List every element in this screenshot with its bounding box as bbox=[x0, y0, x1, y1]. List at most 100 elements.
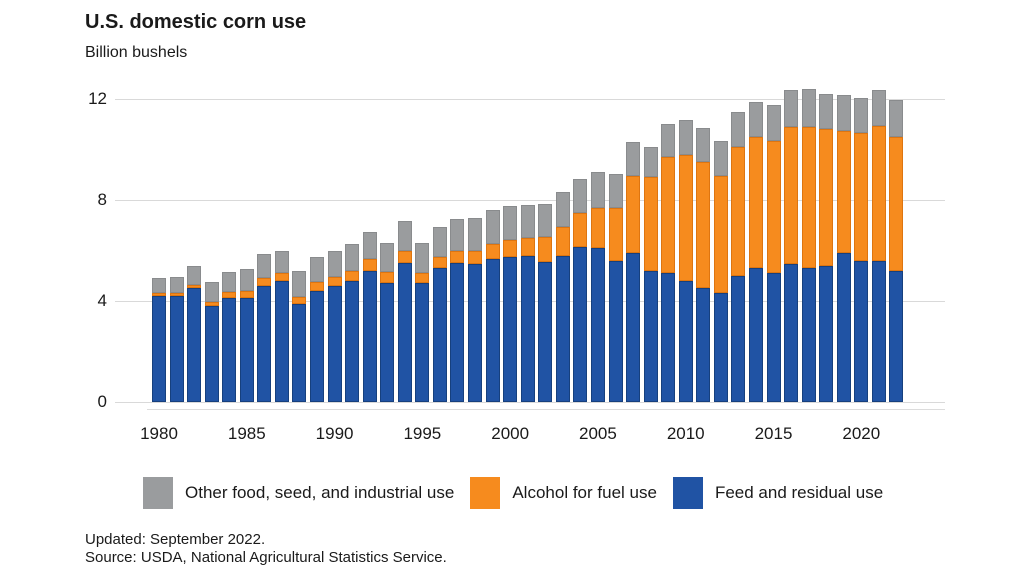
feed-use-swatch-icon bbox=[672, 477, 703, 509]
bar-2009 bbox=[661, 124, 676, 402]
bar-1990 bbox=[327, 250, 342, 402]
bar-1983-segment-2 bbox=[204, 282, 219, 303]
bar-1994 bbox=[397, 221, 412, 402]
bar-2012 bbox=[713, 140, 728, 402]
bar-2000-segment-1 bbox=[503, 240, 518, 257]
bar-2008-segment-0 bbox=[643, 270, 658, 402]
bar-2001-segment-0 bbox=[520, 255, 535, 402]
bar-1996 bbox=[432, 226, 447, 402]
bar-1996-segment-1 bbox=[432, 256, 447, 269]
bar-2021 bbox=[871, 90, 886, 402]
x-axis-label-1995: 1995 bbox=[403, 424, 442, 443]
bar-1992 bbox=[362, 231, 377, 402]
alcohol-use-swatch-icon bbox=[470, 477, 501, 509]
bar-2004-segment-0 bbox=[573, 246, 588, 402]
bar-2019-segment-0 bbox=[836, 253, 851, 402]
bar-2005-segment-0 bbox=[590, 247, 605, 402]
bar-2009-segment-0 bbox=[661, 273, 676, 402]
legend-item-feed: Feed and residual use bbox=[672, 477, 883, 509]
bar-1991 bbox=[345, 244, 360, 402]
bar-2017 bbox=[801, 88, 816, 402]
bar-1993-segment-2 bbox=[380, 242, 395, 272]
bar-1998-segment-2 bbox=[468, 217, 483, 251]
bar-2012-segment-2 bbox=[713, 140, 728, 177]
x-axis-label-2000: 2000 bbox=[491, 424, 530, 443]
bar-1999-segment-0 bbox=[485, 259, 500, 402]
bar-1981-segment-2 bbox=[169, 277, 184, 294]
plot-area bbox=[115, 88, 945, 403]
bar-2022-segment-0 bbox=[889, 270, 904, 402]
bar-2012-segment-1 bbox=[713, 176, 728, 294]
bar-1999-segment-1 bbox=[485, 244, 500, 260]
bar-1987-segment-0 bbox=[274, 280, 289, 402]
bar-2006-segment-0 bbox=[608, 260, 623, 402]
bar-2010-segment-0 bbox=[678, 280, 693, 402]
bar-2016-segment-2 bbox=[784, 90, 799, 127]
bar-2010 bbox=[678, 120, 693, 402]
bar-2014-segment-0 bbox=[748, 268, 763, 402]
bar-1992-segment-1 bbox=[362, 259, 377, 271]
bar-2016-segment-1 bbox=[784, 126, 799, 265]
bar-1991-segment-0 bbox=[345, 280, 360, 402]
bar-1984-segment-2 bbox=[222, 272, 237, 293]
bar-2014-segment-2 bbox=[748, 101, 763, 137]
bar-2016-segment-0 bbox=[784, 264, 799, 402]
bar-2002-segment-2 bbox=[538, 203, 553, 237]
bar-1994-segment-0 bbox=[397, 263, 412, 402]
bar-1989-segment-1 bbox=[310, 282, 325, 291]
bar-2008 bbox=[643, 146, 658, 402]
bar-2005 bbox=[590, 172, 605, 402]
bar-2019-segment-1 bbox=[836, 130, 851, 254]
bar-2015-segment-0 bbox=[766, 273, 781, 402]
bar-2001-segment-2 bbox=[520, 205, 535, 238]
bar-1995-segment-0 bbox=[415, 283, 430, 402]
bar-1988-segment-2 bbox=[292, 270, 307, 298]
bar-2011-segment-2 bbox=[696, 128, 711, 163]
bar-2003-segment-1 bbox=[555, 226, 570, 256]
bar-1994-segment-2 bbox=[397, 221, 412, 251]
bar-2006 bbox=[608, 173, 623, 402]
bar-2018-segment-1 bbox=[819, 129, 834, 266]
bar-2013-segment-1 bbox=[731, 146, 746, 276]
chart-subtitle: Billion bushels bbox=[85, 44, 188, 61]
bar-2008-segment-2 bbox=[643, 146, 658, 178]
bar-2022-segment-1 bbox=[889, 136, 904, 271]
bar-2010-segment-1 bbox=[678, 154, 693, 281]
bar-2018-segment-0 bbox=[819, 265, 834, 402]
bar-1982 bbox=[187, 265, 202, 402]
y-axis-label-4: 4 bbox=[97, 291, 107, 310]
bar-1985-segment-1 bbox=[239, 290, 254, 299]
bar-1998 bbox=[468, 217, 483, 402]
bar-1993-segment-0 bbox=[380, 283, 395, 402]
bar-1992-segment-2 bbox=[362, 231, 377, 260]
bar-2007-segment-2 bbox=[626, 141, 641, 177]
bar-2008-segment-1 bbox=[643, 177, 658, 271]
bar-1983-segment-1 bbox=[204, 302, 219, 307]
gridline-0 bbox=[115, 402, 945, 403]
bar-2010-segment-2 bbox=[678, 120, 693, 155]
bar-2019 bbox=[836, 95, 851, 402]
bar-2005-segment-2 bbox=[590, 172, 605, 208]
bar-1988-segment-0 bbox=[292, 303, 307, 402]
bar-2011-segment-1 bbox=[696, 162, 711, 289]
legend: Other food, seed, and industrial use Alc… bbox=[143, 477, 899, 509]
bar-1980 bbox=[152, 278, 166, 402]
x-axis-label-2015: 2015 bbox=[754, 424, 793, 443]
bar-1995 bbox=[415, 242, 430, 402]
y-axis-label-12: 12 bbox=[88, 89, 107, 108]
bar-1985 bbox=[239, 269, 254, 402]
bar-2000-segment-0 bbox=[503, 256, 518, 402]
footer-source: Source: USDA, National Agricultural Stat… bbox=[85, 549, 447, 566]
bar-2002-segment-1 bbox=[538, 236, 553, 262]
bar-2005-segment-1 bbox=[590, 207, 605, 248]
bar-1982-segment-0 bbox=[187, 288, 202, 402]
bar-2017-segment-2 bbox=[801, 88, 816, 127]
bar-2013-segment-2 bbox=[731, 111, 746, 147]
x-axis-label-2020: 2020 bbox=[842, 424, 881, 443]
bar-1989 bbox=[310, 256, 325, 402]
bar-1986-segment-1 bbox=[257, 278, 272, 286]
bar-1984-segment-0 bbox=[222, 298, 237, 402]
bar-1980-segment-0 bbox=[152, 295, 166, 402]
x-axis-label-2010: 2010 bbox=[666, 424, 705, 443]
